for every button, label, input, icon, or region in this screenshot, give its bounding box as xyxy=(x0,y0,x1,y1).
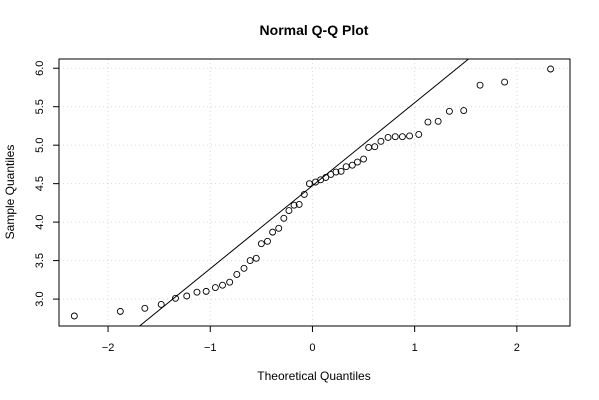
data-point xyxy=(424,118,432,126)
data-point xyxy=(476,81,484,89)
data-point xyxy=(360,155,368,163)
data-point xyxy=(211,284,219,291)
data-point xyxy=(264,237,271,245)
data-point xyxy=(70,312,78,320)
y-axis-label: Sample Quantiles xyxy=(3,145,17,240)
data-point xyxy=(547,65,555,73)
data-point xyxy=(391,133,399,141)
data-point xyxy=(348,161,356,169)
data-point xyxy=(305,180,313,188)
grid xyxy=(59,59,570,326)
data-point xyxy=(172,294,179,302)
data-point xyxy=(226,278,234,286)
qq-reference-line xyxy=(138,59,470,326)
data-point xyxy=(202,287,210,295)
data-point xyxy=(322,174,330,181)
data-point xyxy=(332,168,340,176)
data-point xyxy=(233,270,241,278)
data-point xyxy=(365,144,373,151)
y-tick-label: 3.0 xyxy=(34,291,46,306)
data-point xyxy=(398,133,406,141)
data-point xyxy=(337,167,345,175)
data-point xyxy=(269,228,277,236)
y-tick-label: 4.0 xyxy=(34,214,46,229)
data-point xyxy=(295,200,303,208)
data-point xyxy=(240,264,248,272)
data-point xyxy=(275,224,283,232)
data-point xyxy=(342,163,350,171)
data-point xyxy=(415,130,423,138)
y-tick-label: 4.5 xyxy=(34,176,46,191)
data-point xyxy=(377,137,385,145)
data-point xyxy=(246,257,254,265)
data-point xyxy=(183,292,191,300)
data-point xyxy=(157,301,165,308)
data-point xyxy=(285,207,293,215)
y-tick-label: 6.0 xyxy=(34,61,46,76)
y-tick-label: 5.0 xyxy=(34,138,46,153)
data-point xyxy=(116,307,124,315)
plot-frame xyxy=(58,58,571,327)
data-point xyxy=(193,288,201,296)
x-tick-label: −1 xyxy=(204,342,217,354)
x-axis-label: Theoretical Quantiles xyxy=(257,369,370,383)
x-axis: −2 −1 0 1 2 xyxy=(102,326,520,354)
data-point xyxy=(445,107,453,115)
x-tick-label: 0 xyxy=(309,342,315,354)
data-point xyxy=(501,78,509,86)
data-point xyxy=(406,132,413,140)
reference-line-group xyxy=(138,59,470,326)
y-tick-label: 3.5 xyxy=(34,253,46,268)
x-tick-label: 1 xyxy=(412,342,418,354)
x-tick-label: 2 xyxy=(514,342,520,354)
data-point xyxy=(280,214,288,222)
data-point xyxy=(290,201,298,209)
data-point xyxy=(371,143,379,151)
data-point xyxy=(141,304,149,312)
data-point xyxy=(384,134,392,141)
data-points xyxy=(70,65,555,320)
data-point xyxy=(460,107,468,115)
data-point xyxy=(300,190,308,198)
x-tick-label: −2 xyxy=(102,342,115,354)
data-point xyxy=(434,117,442,125)
chart-title: Normal Q-Q Plot xyxy=(260,22,369,38)
data-point xyxy=(257,240,265,248)
data-point xyxy=(353,158,361,166)
data-point xyxy=(219,281,226,289)
y-tick-label: 5.5 xyxy=(34,99,46,114)
y-axis: 3.0 3.5 4.0 4.5 5.0 5.5 6.0 xyxy=(34,61,59,307)
data-point xyxy=(252,254,260,262)
